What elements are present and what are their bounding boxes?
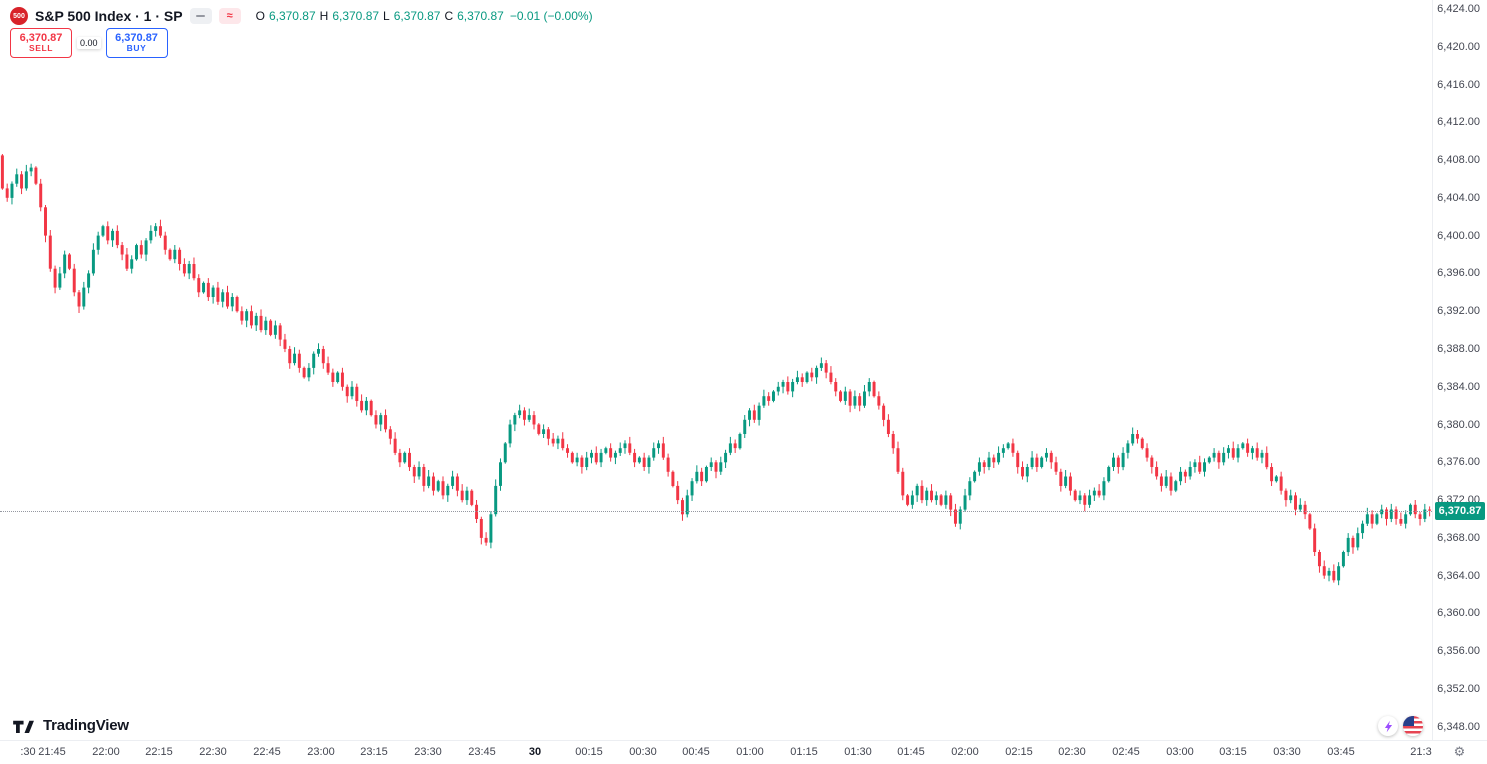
time-axis-label: 03:30 — [1273, 746, 1301, 758]
time-axis-label: 02:30 — [1058, 746, 1086, 758]
price-axis-label: 6,380.00 — [1437, 419, 1480, 431]
price-axis-label: 6,396.00 — [1437, 267, 1480, 279]
candlestick-chart[interactable] — [0, 0, 1432, 740]
time-axis-label: 01:30 — [844, 746, 872, 758]
time-axis-label: 23:15 — [360, 746, 388, 758]
time-axis-label: 23:30 — [414, 746, 442, 758]
time-axis-label: 01:45 — [897, 746, 925, 758]
time-axis-label: 03:45 — [1327, 746, 1355, 758]
price-axis-label: 6,376.00 — [1437, 456, 1480, 468]
time-axis-label: 22:00 — [92, 746, 120, 758]
price-axis-label: 6,400.00 — [1437, 230, 1480, 242]
price-axis-label: 6,384.00 — [1437, 381, 1480, 393]
ohlc-close-label: C — [444, 9, 454, 23]
price-axis-label: 6,364.00 — [1437, 570, 1480, 582]
tradingview-logo-icon — [13, 720, 34, 734]
tradingview-logo-text: TradingView — [43, 717, 129, 734]
tradingview-logo[interactable]: TradingView — [12, 717, 129, 734]
ohlc-low-value: 6,370.87 — [393, 9, 441, 23]
axis-corner: ⚙ — [1432, 740, 1487, 764]
chart-plot-area[interactable] — [0, 0, 1432, 740]
sell-label: SELL — [28, 43, 54, 54]
price-axis-label: 6,424.00 — [1437, 3, 1480, 15]
time-axis[interactable]: :30 21:45 22:00 22:15 22:30 22:45 23:00 23:15 23… — [0, 740, 1432, 764]
price-axis-label: 6,388.00 — [1437, 343, 1480, 355]
trade-panel: 6,370.87 SELL 0.00 6,370.87 BUY — [10, 28, 168, 58]
flag-blue-field — [1403, 716, 1414, 726]
dash-icon[interactable] — [189, 8, 212, 24]
time-axis-label: 01:00 — [736, 746, 764, 758]
flag-icon[interactable] — [1403, 716, 1423, 736]
ohlc-readout: O 6,370.87 H 6,370.87 L 6,370.87 C 6,370.87 … — [256, 9, 593, 23]
lightning-bolt-glyph — [1384, 720, 1392, 732]
ohlc-open-label: O — [255, 9, 265, 23]
price-axis-label: 6,348.00 — [1437, 721, 1480, 733]
price-axis-label: 6,408.00 — [1437, 154, 1480, 166]
price-axis-label: 6,416.00 — [1437, 79, 1480, 91]
price-axis-label: 6,368.00 — [1437, 532, 1480, 544]
time-axis-label: 22:30 — [199, 746, 227, 758]
wave-icon[interactable]: ≈ — [218, 8, 241, 24]
price-axis-label: 6,412.00 — [1437, 116, 1480, 128]
price-axis-label: 6,420.00 — [1437, 41, 1480, 53]
gear-icon[interactable]: ⚙ — [1453, 745, 1466, 760]
price-axis[interactable]: 6,424.00 6,420.00 6,416.00 6,412.00 6,408.00… — [1432, 0, 1487, 740]
ohlc-high-value: 6,370.87 — [332, 9, 380, 23]
time-axis-label: 02:00 — [951, 746, 979, 758]
floating-icons — [1378, 716, 1423, 736]
price-change-value: −0.01 (−0.00%) — [509, 9, 593, 23]
time-axis-label: 03:15 — [1219, 746, 1247, 758]
price-axis-label: 6,360.00 — [1437, 607, 1480, 619]
symbol-title[interactable]: S&P 500 Index · 1 · SP — [35, 8, 183, 24]
time-axis-label: 03:00 — [1166, 746, 1194, 758]
buy-price: 6,370.87 — [115, 31, 158, 44]
time-axis-label: 23:00 — [307, 746, 335, 758]
time-axis-label: 30 — [528, 746, 542, 758]
last-price-label: 6,370.87 — [1435, 502, 1485, 520]
buy-label: BUY — [126, 43, 147, 54]
time-axis-label: 00:15 — [575, 746, 603, 758]
time-axis-label: 21:3 — [1410, 746, 1432, 758]
sell-price: 6,370.87 — [19, 31, 63, 44]
last-price-line — [0, 511, 1432, 512]
buy-button[interactable]: 6,370.87 BUY — [105, 28, 168, 58]
price-axis-label: 6,356.00 — [1437, 645, 1480, 657]
price-axis-label: 6,352.00 — [1437, 683, 1480, 695]
sell-button[interactable]: 6,370.87 SELL — [10, 28, 72, 58]
symbol-legend: 500 S&P 500 Index · 1 · SP ≈ O 6,370.87 H… — [10, 6, 593, 26]
time-axis-label: 22:15 — [145, 746, 173, 758]
time-axis-label: 02:15 — [1005, 746, 1033, 758]
spread-value: 0.00 — [77, 37, 101, 49]
time-axis-label: 00:45 — [682, 746, 710, 758]
time-axis-label: 02:45 — [1112, 746, 1140, 758]
time-axis-label: 23:45 — [468, 746, 496, 758]
sp500-logo-icon: 500 — [10, 7, 28, 25]
ohlc-open-value: 6,370.87 — [268, 9, 316, 23]
ohlc-close-value: 6,370.87 — [457, 9, 504, 23]
price-axis-label: 6,392.00 — [1437, 305, 1480, 317]
ohlc-high-label: H — [319, 9, 329, 23]
time-axis-label: 21:45 — [38, 746, 66, 758]
time-axis-label: 00:30 — [629, 746, 657, 758]
time-axis-label: 01:15 — [790, 746, 818, 758]
ohlc-low-label: L — [383, 9, 390, 23]
time-axis-label: 22:45 — [253, 746, 281, 758]
dash-glyph — [196, 15, 206, 17]
time-axis-label: :30 — [20, 746, 36, 758]
lightning-icon[interactable] — [1378, 716, 1398, 736]
price-axis-label: 6,404.00 — [1437, 192, 1480, 204]
